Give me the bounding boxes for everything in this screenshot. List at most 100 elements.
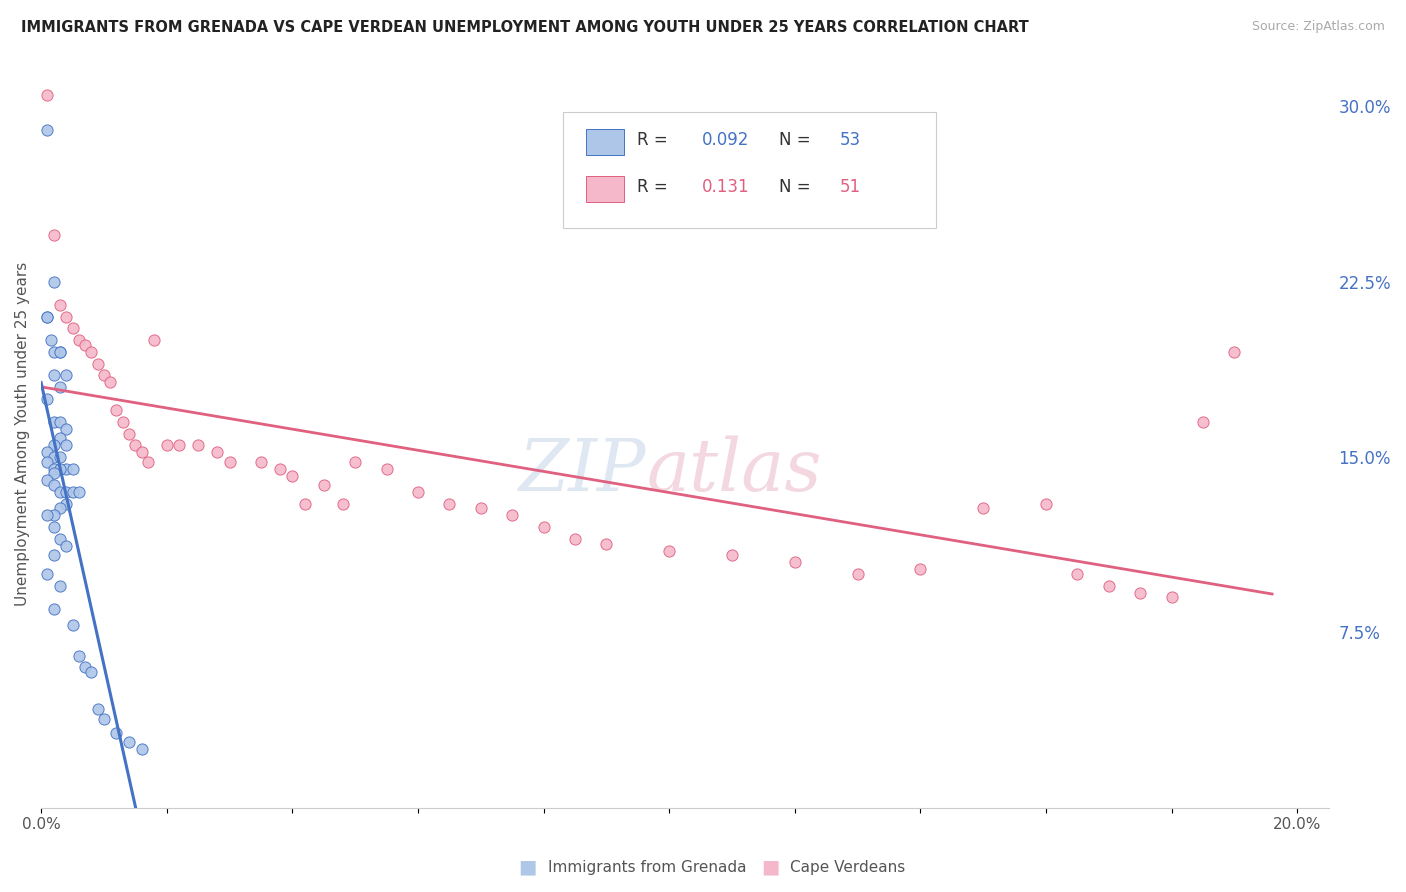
Point xyxy=(49,344,72,359)
Text: N =: N = xyxy=(779,131,815,149)
Point xyxy=(49,450,72,464)
Point xyxy=(124,438,146,452)
Point xyxy=(49,532,72,546)
Point xyxy=(55,310,77,324)
Point xyxy=(564,532,586,546)
Point xyxy=(187,438,209,452)
Point xyxy=(75,660,97,674)
Text: Source: ZipAtlas.com: Source: ZipAtlas.com xyxy=(1251,20,1385,33)
Point xyxy=(42,602,65,616)
Point xyxy=(131,742,153,756)
Point xyxy=(93,368,115,383)
Text: ZIP: ZIP xyxy=(519,436,647,507)
Point xyxy=(62,485,84,500)
Point xyxy=(55,368,77,383)
Point xyxy=(49,501,72,516)
Point xyxy=(1160,591,1182,605)
Point xyxy=(42,461,65,475)
Text: atlas: atlas xyxy=(647,436,821,507)
Text: 51: 51 xyxy=(839,178,860,195)
Point xyxy=(1066,566,1088,581)
Point xyxy=(783,555,806,569)
Point xyxy=(42,520,65,534)
Text: N =: N = xyxy=(779,178,815,195)
Point xyxy=(37,445,59,459)
Point xyxy=(406,485,429,500)
Point xyxy=(136,455,159,469)
Point xyxy=(972,501,994,516)
Point xyxy=(105,726,128,740)
Point xyxy=(294,497,316,511)
Point xyxy=(37,566,59,581)
Point xyxy=(93,712,115,726)
Point xyxy=(86,357,108,371)
Text: 0.131: 0.131 xyxy=(702,178,749,195)
Point xyxy=(332,497,354,511)
Point xyxy=(910,562,932,576)
Point xyxy=(42,344,65,359)
Point xyxy=(37,474,59,488)
Y-axis label: Unemployment Among Youth under 25 years: Unemployment Among Youth under 25 years xyxy=(15,261,30,606)
Point xyxy=(1098,578,1121,592)
Point xyxy=(344,455,367,469)
Point xyxy=(1129,585,1152,599)
Text: IMMIGRANTS FROM GRENADA VS CAPE VERDEAN UNEMPLOYMENT AMONG YOUTH UNDER 25 YEARS : IMMIGRANTS FROM GRENADA VS CAPE VERDEAN … xyxy=(21,20,1029,35)
Point xyxy=(55,461,77,475)
Point xyxy=(169,438,191,452)
Point xyxy=(37,455,59,469)
Point xyxy=(42,438,65,452)
Point xyxy=(39,333,62,347)
Point xyxy=(49,298,72,312)
Point xyxy=(86,702,108,716)
Point xyxy=(42,467,65,481)
Point xyxy=(846,566,869,581)
Point xyxy=(49,380,72,394)
Text: R =: R = xyxy=(637,131,673,149)
Point xyxy=(37,392,59,406)
Point xyxy=(312,478,335,492)
Point xyxy=(1035,497,1057,511)
Point xyxy=(118,426,141,441)
Point xyxy=(49,578,72,592)
Point xyxy=(49,344,72,359)
Point xyxy=(42,275,65,289)
Point xyxy=(42,227,65,242)
Point xyxy=(470,501,492,516)
Point xyxy=(42,450,65,464)
Point xyxy=(49,431,72,445)
Point xyxy=(250,455,273,469)
Point xyxy=(42,415,65,429)
Point xyxy=(62,618,84,632)
FancyBboxPatch shape xyxy=(586,176,624,202)
Text: R =: R = xyxy=(637,178,679,195)
Point xyxy=(62,321,84,335)
Point xyxy=(658,543,681,558)
Point xyxy=(67,333,90,347)
Text: Immigrants from Grenada: Immigrants from Grenada xyxy=(548,860,747,874)
Point xyxy=(156,438,179,452)
Point xyxy=(501,508,523,523)
Point xyxy=(42,478,65,492)
Point xyxy=(42,368,65,383)
Point xyxy=(118,735,141,749)
Point xyxy=(80,344,103,359)
Point xyxy=(37,310,59,324)
Point xyxy=(205,445,228,459)
Point xyxy=(37,310,59,324)
FancyBboxPatch shape xyxy=(586,129,624,155)
Text: 0.092: 0.092 xyxy=(702,131,749,149)
Point xyxy=(67,648,90,663)
Point xyxy=(67,485,90,500)
Point xyxy=(533,520,555,534)
Point xyxy=(42,548,65,562)
Point xyxy=(143,333,166,347)
Point xyxy=(595,536,617,550)
Point xyxy=(42,508,65,523)
Point xyxy=(721,548,744,562)
Point xyxy=(49,485,72,500)
Point xyxy=(55,497,77,511)
Text: ■: ■ xyxy=(517,857,537,877)
Point xyxy=(55,422,77,436)
Point xyxy=(218,455,240,469)
Point xyxy=(55,438,77,452)
